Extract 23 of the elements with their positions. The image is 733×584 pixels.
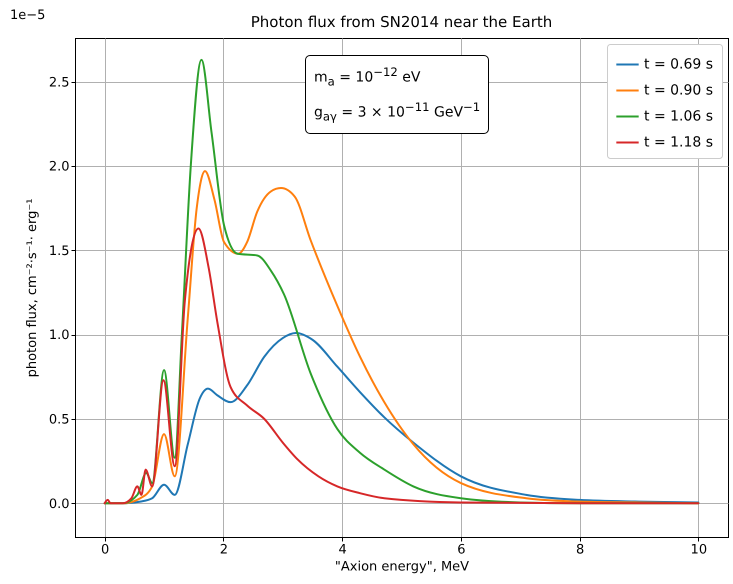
legend-label: t = 1.18 s (644, 134, 714, 150)
x-axis-title: "Axion energy", MeV (334, 560, 470, 574)
x-tick-label: 8 (576, 542, 584, 558)
y-tick-label: 1.0 (48, 328, 70, 344)
chart-title: Photon flux from SN2014 near the Earth (250, 13, 552, 31)
annotation: m$_{a}$ = 10$^{−12}$ eV (314, 64, 422, 90)
x-tick-label: 4 (338, 542, 347, 558)
y-tick-label: 2.5 (48, 75, 70, 90)
y-tick-label: 0.0 (48, 496, 70, 512)
line-series (104, 227, 700, 504)
x-tick-label: 6 (457, 542, 466, 558)
y-tick-label: 2.0 (48, 160, 70, 175)
annotation: g$_{aγ}$ = 3 × 10$^{−11}$ GeV$^{−1}$ (314, 99, 480, 126)
y-axis-title: photon flux, cm⁻²·s⁻¹· erg⁻¹ (24, 198, 40, 378)
legend-label: t = 1.06 s (644, 108, 714, 124)
legend-label: t = 0.90 s (644, 82, 714, 98)
x-tick-label: 0 (101, 542, 110, 558)
y-tick-label: 0.5 (48, 412, 70, 428)
x-tick-label: 10 (690, 542, 708, 558)
text: 1e−5 (10, 8, 46, 23)
legend-label: t = 0.69 s (644, 56, 714, 72)
x-tick-label: 2 (220, 542, 228, 558)
y-tick-label: 1.5 (48, 244, 70, 259)
